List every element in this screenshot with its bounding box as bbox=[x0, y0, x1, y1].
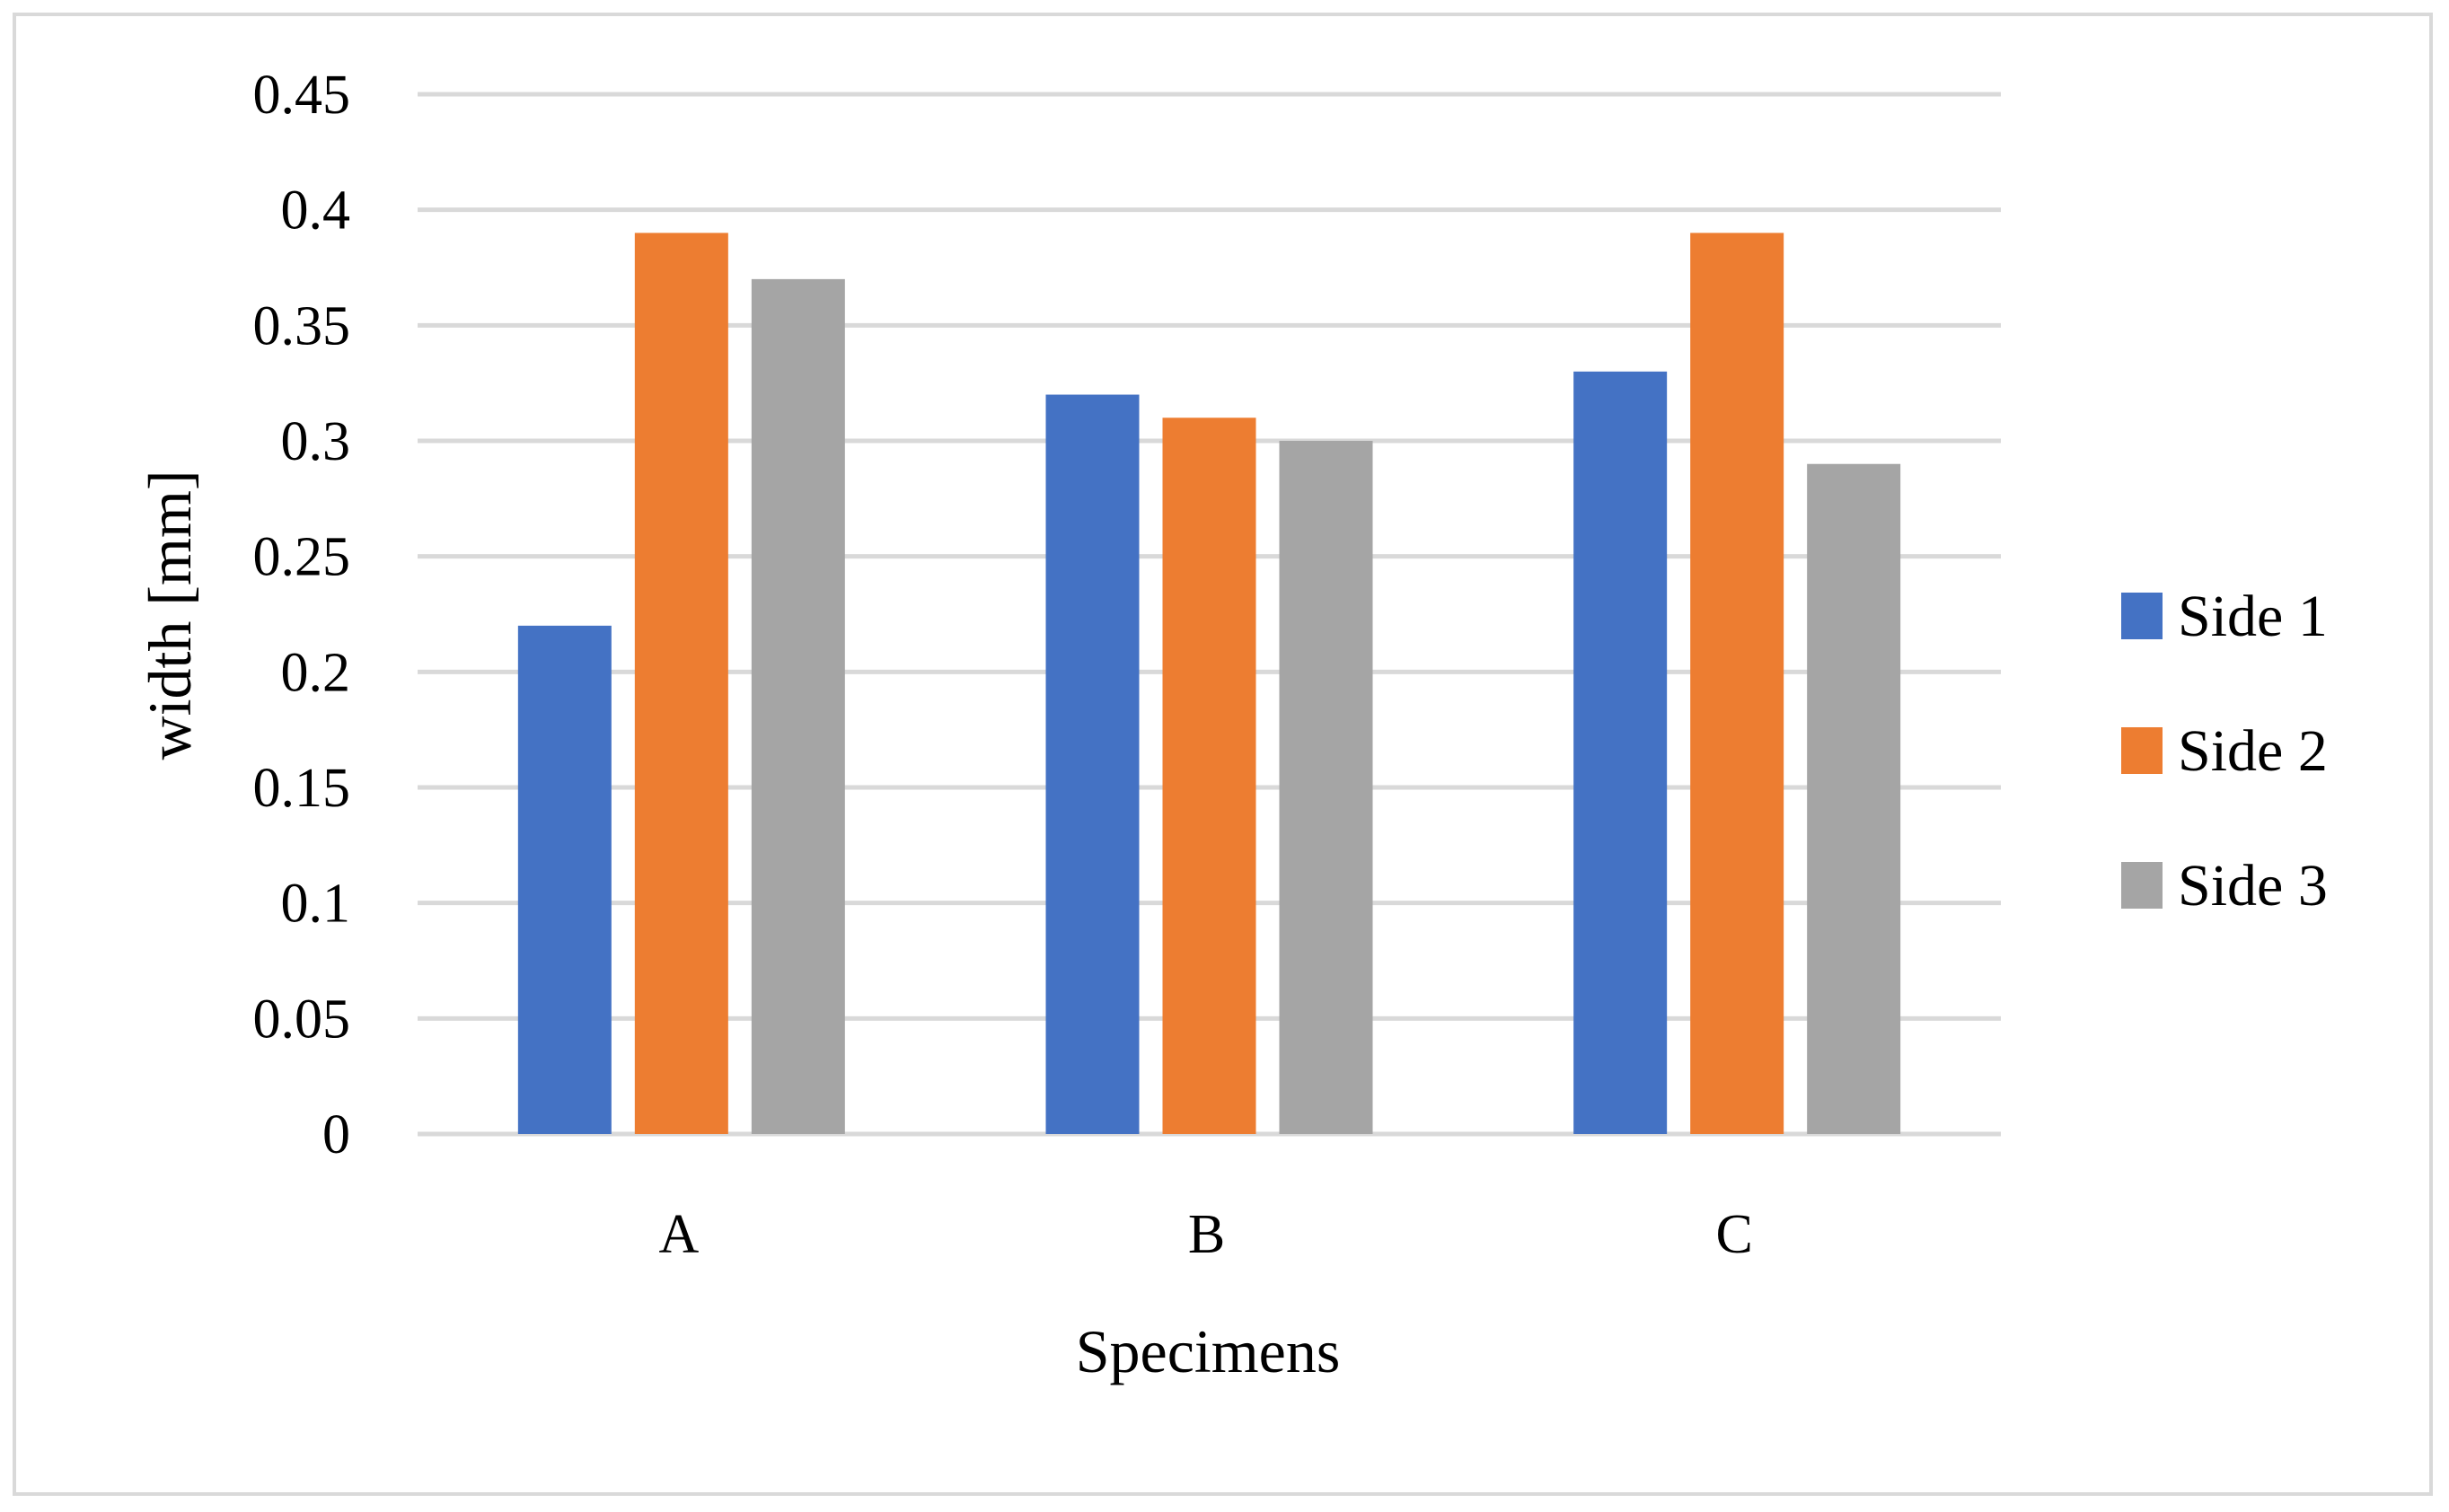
y-axis-title: width [mm] bbox=[136, 470, 204, 760]
y-tick-label: 0.05 bbox=[253, 989, 351, 1050]
y-tick-label: 0.3 bbox=[281, 411, 351, 472]
bar-a-side-2 bbox=[634, 233, 728, 1134]
bar-c-side-3 bbox=[1807, 463, 1901, 1134]
legend-swatch-side-1 bbox=[2121, 593, 2163, 639]
legend: Side 1 Side 2 Side 3 bbox=[2121, 584, 2328, 919]
bar-b-side-1 bbox=[1045, 394, 1140, 1134]
legend-label-side-2: Side 2 bbox=[2178, 718, 2328, 784]
legend-swatch-side-3 bbox=[2121, 862, 2163, 909]
legend-label-side-1: Side 1 bbox=[2178, 584, 2328, 649]
x-category-label: A bbox=[658, 1204, 699, 1265]
y-tick-label: 0 bbox=[322, 1104, 350, 1165]
bar-c-side-1 bbox=[1573, 371, 1668, 1134]
y-tick-label: 0.25 bbox=[253, 527, 351, 588]
y-tick-label: 0.2 bbox=[281, 642, 351, 703]
bar-b-side-3 bbox=[1279, 441, 1373, 1134]
bar-a-side-1 bbox=[517, 625, 612, 1134]
y-axis-ticks: 0 0.05 0.1 0.15 0.2 0.25 0.3 0.35 0.4 0.45 bbox=[253, 65, 351, 1165]
y-tick-label: 0.35 bbox=[253, 295, 351, 356]
bar-a-side-3 bbox=[751, 278, 845, 1134]
bar-b-side-2 bbox=[1162, 418, 1256, 1134]
y-tick-label: 0.45 bbox=[253, 65, 351, 126]
x-category-label: C bbox=[1715, 1204, 1752, 1265]
legend-label-side-3: Side 3 bbox=[2178, 853, 2328, 919]
x-axis-title: Specimens bbox=[1076, 1317, 1341, 1385]
x-category-label: B bbox=[1188, 1204, 1225, 1265]
y-tick-label: 0.15 bbox=[253, 758, 351, 819]
x-axis-categories: A B C bbox=[658, 1204, 1752, 1265]
y-tick-label: 0.1 bbox=[281, 874, 351, 935]
bars bbox=[517, 233, 1901, 1134]
y-tick-label: 0.4 bbox=[281, 180, 351, 242]
bar-c-side-2 bbox=[1690, 233, 1784, 1134]
legend-swatch-side-2 bbox=[2121, 727, 2163, 774]
